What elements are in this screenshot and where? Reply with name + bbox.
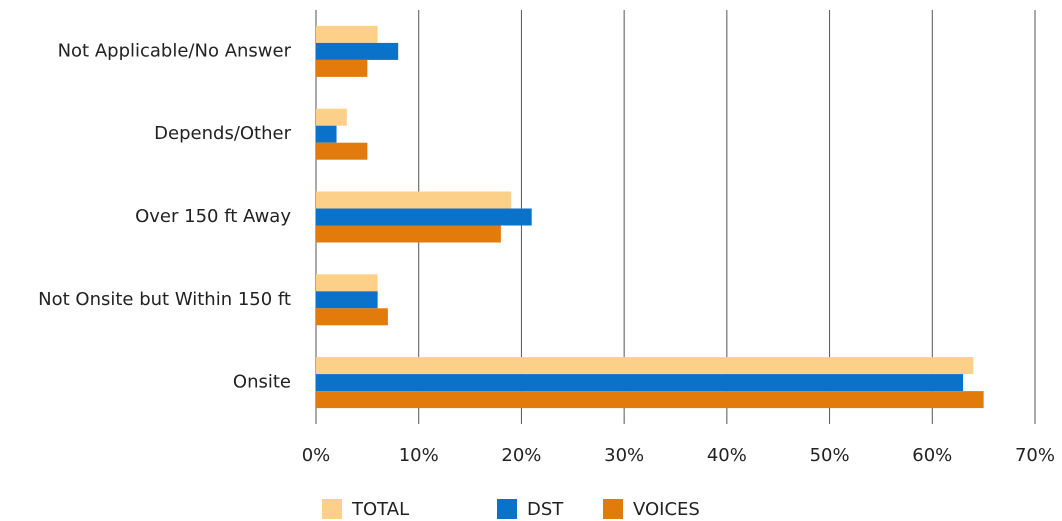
legend-swatch: [322, 499, 342, 519]
legend-label: TOTAL: [351, 499, 409, 520]
x-tick-label: 60%: [912, 445, 952, 466]
legend-label: DST: [527, 499, 564, 520]
bar: [316, 108, 347, 126]
legend-swatch: [497, 499, 517, 519]
x-tick-label: 0%: [302, 445, 331, 466]
y-tick-label: Over 150 ft Away: [135, 206, 291, 227]
legend-label: VOICES: [633, 499, 700, 520]
x-tick-label: 20%: [501, 445, 541, 466]
bar: [316, 357, 974, 375]
bar: [316, 291, 378, 309]
bar: [316, 25, 378, 43]
bar: [316, 308, 388, 326]
x-tick-label: 30%: [604, 445, 644, 466]
bar: [316, 225, 501, 243]
bar: [316, 274, 378, 292]
bar: [316, 59, 368, 77]
y-tick-label: Onsite: [233, 372, 291, 393]
x-tick-label: 50%: [810, 445, 850, 466]
bar: [316, 374, 964, 392]
x-tick-label: 40%: [707, 445, 747, 466]
x-tick-label: 70%: [1015, 445, 1055, 466]
x-tick-label: 10%: [399, 445, 439, 466]
bar: [316, 142, 368, 160]
y-tick-label: Not Onsite but Within 150 ft: [38, 289, 291, 310]
bar: [316, 125, 337, 143]
y-tick-label: Not Applicable/No Answer: [58, 40, 292, 61]
y-tick-label: Depends/Other: [154, 123, 291, 144]
bar: [316, 191, 512, 209]
bar: [316, 208, 532, 226]
bar: [316, 42, 399, 60]
bar: [316, 391, 984, 409]
legend-swatch: [603, 499, 623, 519]
